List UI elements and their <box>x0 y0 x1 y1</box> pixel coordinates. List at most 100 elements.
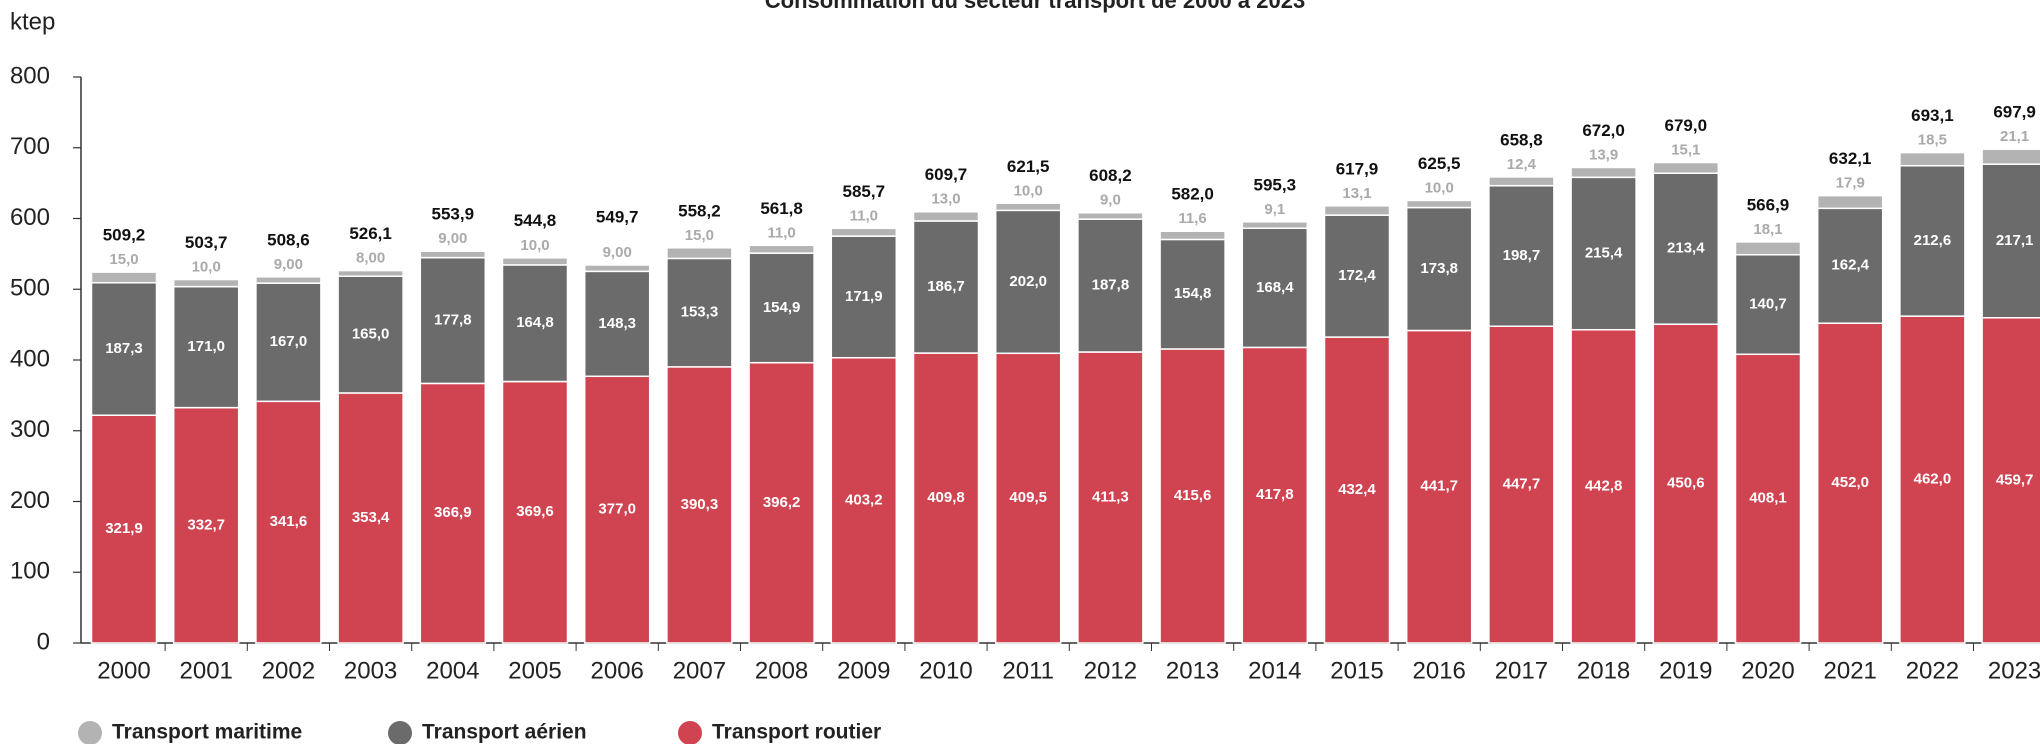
value-label: 15,1 <box>1671 142 1700 159</box>
value-label: 396,2 <box>763 494 801 511</box>
y-tick-label: 300 <box>10 416 50 443</box>
value-label: 140,7 <box>1749 295 1787 312</box>
value-label: 154,9 <box>763 299 801 316</box>
value-label: 171,9 <box>845 288 883 305</box>
total-label: 582,0 <box>1171 185 1214 204</box>
bar-segment <box>90 271 158 284</box>
value-label: 10,0 <box>520 237 549 254</box>
bar-segment <box>994 202 1062 212</box>
bar-segment <box>1570 166 1637 179</box>
value-label: 10,0 <box>192 259 221 276</box>
value-label: 409,8 <box>927 489 965 506</box>
total-label: 625,5 <box>1418 154 1461 173</box>
chart-title: Consommation du secteur transport de 200… <box>765 0 1305 13</box>
bar-segment <box>255 276 322 284</box>
x-tick-label: 2002 <box>262 657 315 684</box>
x-tick-label: 2017 <box>1495 657 1548 684</box>
bar-segment <box>1652 172 1720 325</box>
bar-segment <box>1241 227 1309 349</box>
total-label: 585,7 <box>843 182 886 201</box>
value-label: 164,8 <box>516 314 554 331</box>
bar-segment <box>1816 194 1884 210</box>
bar-segment <box>1899 151 1966 167</box>
x-tick-label: 2015 <box>1330 657 1383 684</box>
total-label: 672,0 <box>1582 121 1625 140</box>
value-label: 442,8 <box>1585 477 1623 494</box>
x-tick-label: 2004 <box>426 657 479 684</box>
y-axis-label: ktep <box>10 8 55 35</box>
value-label: 202,0 <box>1009 273 1047 290</box>
x-tick-label: 2019 <box>1659 657 1712 684</box>
total-label: 526,1 <box>349 224 392 243</box>
bar-segment <box>1816 207 1884 324</box>
bar-segment <box>583 375 651 644</box>
bar-segment <box>1816 322 1884 644</box>
bar-segment <box>748 361 815 644</box>
bar-segment <box>1159 230 1226 241</box>
value-label: 11,0 <box>850 207 878 224</box>
value-label: 172,4 <box>1338 267 1376 284</box>
total-label: 632,1 <box>1829 149 1872 168</box>
total-label: 617,9 <box>1336 159 1379 178</box>
x-tick-label: 2006 <box>591 657 644 684</box>
total-label: 621,5 <box>1007 157 1050 176</box>
value-label: 353,4 <box>352 509 390 526</box>
x-tick-label: 2001 <box>180 657 233 684</box>
value-label: 162,4 <box>1831 257 1869 274</box>
total-label: 561,8 <box>760 199 803 218</box>
value-label: 411,3 <box>1092 488 1129 505</box>
value-label: 10,0 <box>1425 179 1454 196</box>
x-tick-label: 2000 <box>97 657 150 684</box>
x-tick-label: 2020 <box>1741 657 1794 684</box>
total-label: 503,7 <box>185 233 228 252</box>
value-label: 9,1 <box>1264 201 1285 218</box>
x-tick-label: 2012 <box>1084 657 1137 684</box>
bar-segment <box>1899 164 1966 317</box>
bar-segment <box>1488 176 1555 187</box>
bar-segment <box>912 211 980 222</box>
value-label: 10,0 <box>1014 182 1043 199</box>
x-tick-label: 2009 <box>837 657 890 684</box>
legend-swatch <box>678 721 702 744</box>
total-label: 609,7 <box>925 165 968 184</box>
bar-segment <box>90 414 158 644</box>
bar-segment <box>583 270 651 378</box>
value-label: 409,5 <box>1009 489 1047 506</box>
total-label: 544,8 <box>514 211 557 230</box>
value-label: 213,4 <box>1667 240 1705 257</box>
value-label: 450,6 <box>1667 475 1705 492</box>
value-label: 11,6 <box>1178 210 1206 227</box>
bar-segment <box>255 400 322 644</box>
value-label: 332,7 <box>187 516 225 533</box>
bar-segment <box>1241 346 1309 644</box>
bar-segment <box>912 220 980 354</box>
bar-segment <box>666 247 733 260</box>
value-label: 408,1 <box>1749 490 1787 507</box>
bar-segment <box>419 382 487 644</box>
total-label: 566,9 <box>1747 195 1790 214</box>
legend-swatch <box>388 721 412 744</box>
value-label: 462,0 <box>1914 471 1952 488</box>
x-tick-label: 2021 <box>1824 657 1877 684</box>
value-label: 11,0 <box>767 224 795 241</box>
bar-segment <box>1077 212 1144 220</box>
y-tick-label: 100 <box>10 558 50 585</box>
bar-segment <box>255 282 322 403</box>
value-label: 369,6 <box>516 503 554 520</box>
bar-segment <box>666 257 733 368</box>
bar-segment <box>172 406 240 644</box>
value-label: 9,00 <box>438 230 467 247</box>
value-label: 9,00 <box>274 256 303 273</box>
bar-segment <box>1981 317 2040 644</box>
value-label: 171,0 <box>187 338 225 355</box>
value-label: 417,8 <box>1256 486 1294 503</box>
x-tick-label: 2016 <box>1413 657 1466 684</box>
value-label: 366,9 <box>434 504 472 521</box>
y-tick-label: 600 <box>10 204 50 231</box>
legend-label: Transport aérien <box>422 721 587 744</box>
bar-segment <box>1405 206 1473 332</box>
value-label: 9,00 <box>603 244 632 261</box>
bar-segment <box>1570 176 1637 331</box>
x-tick-label: 2023 <box>1988 657 2040 684</box>
